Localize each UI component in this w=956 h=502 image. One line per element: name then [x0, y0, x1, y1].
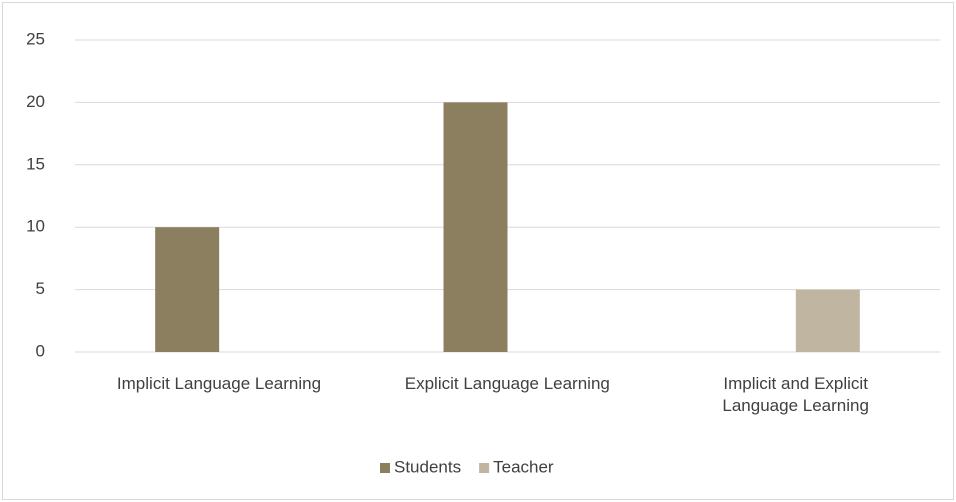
x-tick-label: Implicit and Explicit Language Learning [722, 374, 869, 415]
y-tick-label: 10 [26, 217, 45, 236]
legend-label: Students [394, 457, 461, 476]
bar [155, 227, 220, 352]
legend-swatch [479, 463, 490, 473]
legend-swatch [380, 463, 390, 473]
y-tick-label: 25 [26, 29, 45, 48]
y-tick-label: 5 [36, 279, 45, 298]
y-tick-label: 15 [26, 154, 45, 173]
legend-label: Teacher [493, 457, 554, 476]
bar [795, 289, 860, 352]
bar [443, 102, 508, 353]
x-tick-label: Implicit Language Learning [116, 374, 322, 393]
y-tick-label: 0 [36, 341, 45, 360]
x-tick-label: Explicit Language Learning [404, 374, 610, 393]
y-tick-label: 20 [26, 92, 45, 111]
